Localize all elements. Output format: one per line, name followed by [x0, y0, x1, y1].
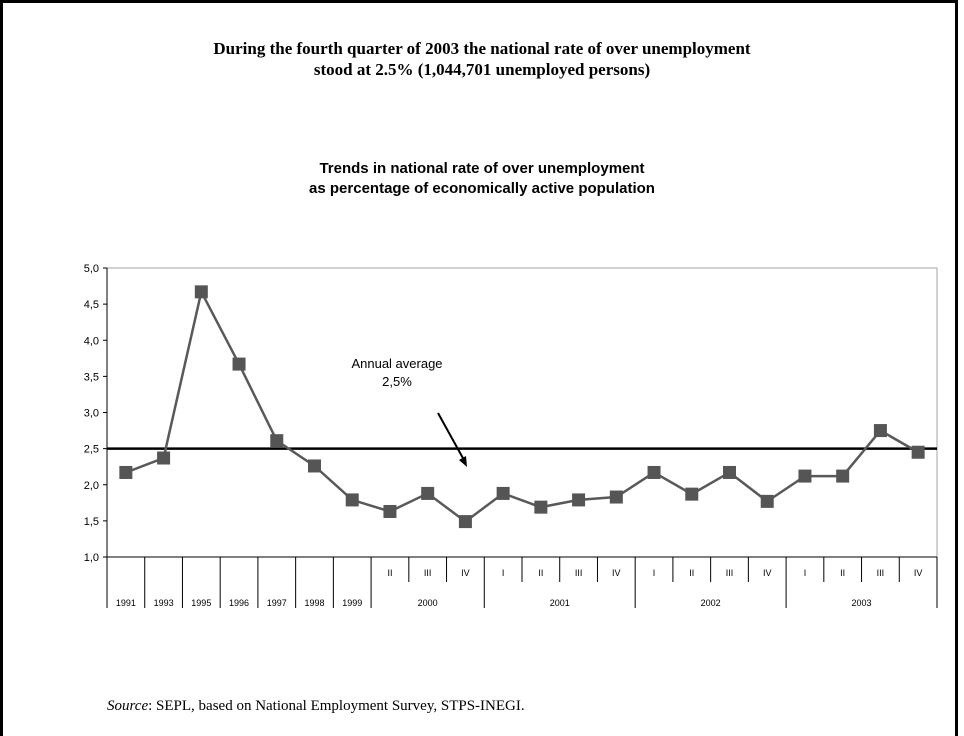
y-tick-label: 3,0: [84, 408, 99, 420]
headline: During the fourth quarter of 2003 the na…: [0, 38, 964, 80]
data-point-marker: [723, 465, 736, 479]
data-point-marker: [345, 493, 359, 507]
x-quarter-label: IV: [461, 568, 470, 578]
plot-area-border: [106, 267, 938, 558]
x-quarter-label: II: [538, 568, 543, 578]
y-tick-label: 5,0: [84, 263, 99, 275]
headline-line-1: During the fourth quarter of 2003 the na…: [213, 39, 751, 58]
data-point-marker: [647, 465, 661, 479]
source-label: Source: [107, 698, 149, 714]
data-point-marker: [496, 486, 510, 500]
data-point-marker: [421, 486, 435, 500]
data-point-marker: [157, 451, 171, 465]
annotation-label-line-1: Annual average: [351, 356, 442, 371]
x-year-label: 2003: [852, 598, 872, 608]
x-quarter-label: I: [653, 568, 656, 578]
series-line: [125, 288, 919, 524]
y-tick-label: 2,0: [84, 480, 99, 492]
x-year-label: 1995: [191, 598, 211, 608]
y-tick-label: 1,5: [84, 516, 99, 528]
x-year-label: 1998: [304, 598, 324, 608]
x-quarter-label: IV: [612, 568, 621, 578]
data-point-marker: [760, 494, 774, 508]
x-quarter-label: II: [689, 568, 694, 578]
data-point-marker: [534, 500, 548, 514]
chart-title-line-1: Trends in national rate of over unemploy…: [319, 160, 645, 177]
data-point-marker: [308, 459, 321, 473]
data-point-marker: [572, 493, 586, 507]
x-quarter-label: II: [840, 568, 845, 578]
x-quarter-label: I: [502, 568, 505, 578]
x-quarter-label: II: [387, 568, 392, 578]
data-point-marker: [911, 445, 925, 459]
data-point-marker: [270, 434, 284, 448]
x-quarter-label: III: [424, 568, 432, 578]
x-quarter-label: IV: [763, 568, 772, 578]
data-point-marker: [798, 469, 812, 483]
data-point-marker: [232, 357, 246, 371]
headline-line-2: stood at 2.5% (1,044,701 unemployed pers…: [313, 60, 651, 79]
x-quarter-label: III: [575, 568, 583, 578]
source-note: Source: SEPL, based on National Employme…: [107, 698, 525, 715]
annotation-label-line-2: 2,5%: [382, 374, 412, 389]
y-tick-label: 4,5: [84, 299, 99, 311]
x-year-label: 1991: [116, 598, 136, 608]
annotation-arrow-head: [459, 456, 467, 467]
x-year-label: 1993: [154, 598, 174, 608]
source-text: : SEPL, based on National Employment Sur…: [148, 698, 525, 714]
x-quarter-label: III: [726, 568, 734, 578]
data-point-marker: [458, 515, 472, 529]
y-tick-label: 3,5: [84, 371, 99, 383]
x-year-label: 2000: [418, 598, 438, 608]
y-tick-label: 4,0: [84, 335, 99, 347]
data-point-marker: [383, 504, 397, 518]
chart-title-line-2: as percentage of economically active pop…: [309, 180, 655, 197]
y-tick-label: 1,0: [84, 552, 99, 564]
data-point-marker: [836, 469, 850, 483]
chart-title: Trends in national rate of over unemploy…: [0, 159, 964, 199]
data-point-marker: [609, 490, 623, 504]
data-point-marker: [119, 465, 133, 479]
x-year-label: 2001: [550, 598, 570, 608]
data-point-marker: [685, 487, 699, 501]
annotation-arrow-shaft: [437, 412, 465, 461]
data-point-marker: [194, 285, 208, 299]
x-quarter-label: I: [804, 568, 807, 578]
x-year-label: 1999: [342, 598, 362, 608]
x-year-label: 1997: [267, 598, 287, 608]
x-quarter-label: III: [877, 568, 885, 578]
x-year-label: 2002: [701, 598, 721, 608]
x-year-label: 1996: [229, 598, 249, 608]
y-tick-label: 2,5: [84, 444, 99, 456]
x-quarter-label: IV: [914, 568, 923, 578]
data-point-marker: [873, 424, 887, 438]
